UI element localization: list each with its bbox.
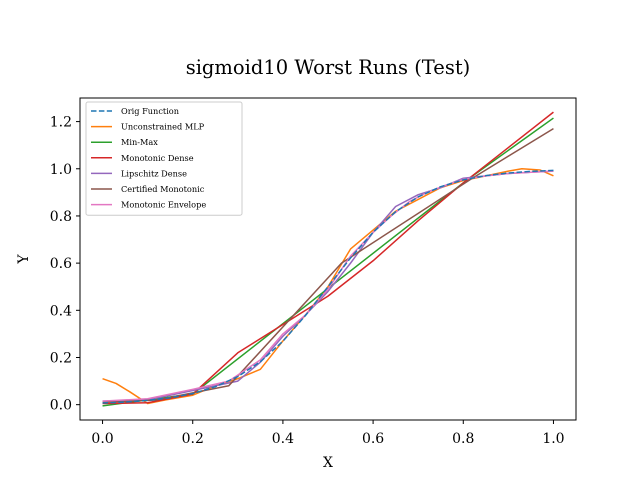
x-tick-label: 0.2 — [182, 431, 204, 447]
y-tick-label: 0.4 — [50, 303, 72, 319]
legend-label: Monotonic Dense — [121, 153, 194, 163]
y-tick-label: 0.0 — [50, 398, 72, 414]
legend-label: Min-Max — [121, 137, 158, 147]
y-tick-label: 1.2 — [50, 115, 72, 131]
legend-box — [85, 101, 243, 216]
plot-frame — [79, 97, 577, 421]
legend-label: Unconstrained MLP — [121, 122, 205, 132]
y-tick-label: 1.0 — [50, 162, 72, 178]
y-tick-label: 0.2 — [50, 350, 72, 366]
legend-label: Monotonic Envelope — [121, 200, 206, 210]
x-tick-label: 0.0 — [91, 431, 113, 447]
legend-label: Lipschitz Dense — [121, 168, 187, 178]
legend-label: Orig Function — [121, 106, 180, 116]
x-tick-label: 0.8 — [452, 431, 474, 447]
legend: Orig Function Unconstrained MLP Min-Max Mon… — [85, 101, 243, 216]
series-line-6 — [102, 128, 554, 404]
y-tick-label: 0.6 — [50, 256, 72, 272]
legend-label: Certified Monotonic — [121, 184, 205, 194]
x-axis: 0.0 0.2 0.4 0.6 0.8 1.0 — [91, 420, 565, 447]
chart-title: sigmoid10 Worst Runs (Test) — [186, 56, 471, 79]
x-tick-label: 0.4 — [272, 431, 294, 447]
x-tick-label: 1.0 — [542, 431, 564, 447]
x-axis-label: X — [323, 455, 333, 471]
y-axis-label: Y — [16, 254, 32, 265]
series-line-1 — [102, 169, 554, 404]
y-tick-label: 0.8 — [50, 209, 72, 225]
x-tick-label: 0.6 — [362, 431, 384, 447]
y-axis: 0.0 0.2 0.4 0.6 0.8 1.0 1.2 — [50, 115, 80, 414]
series-layer — [102, 111, 554, 407]
